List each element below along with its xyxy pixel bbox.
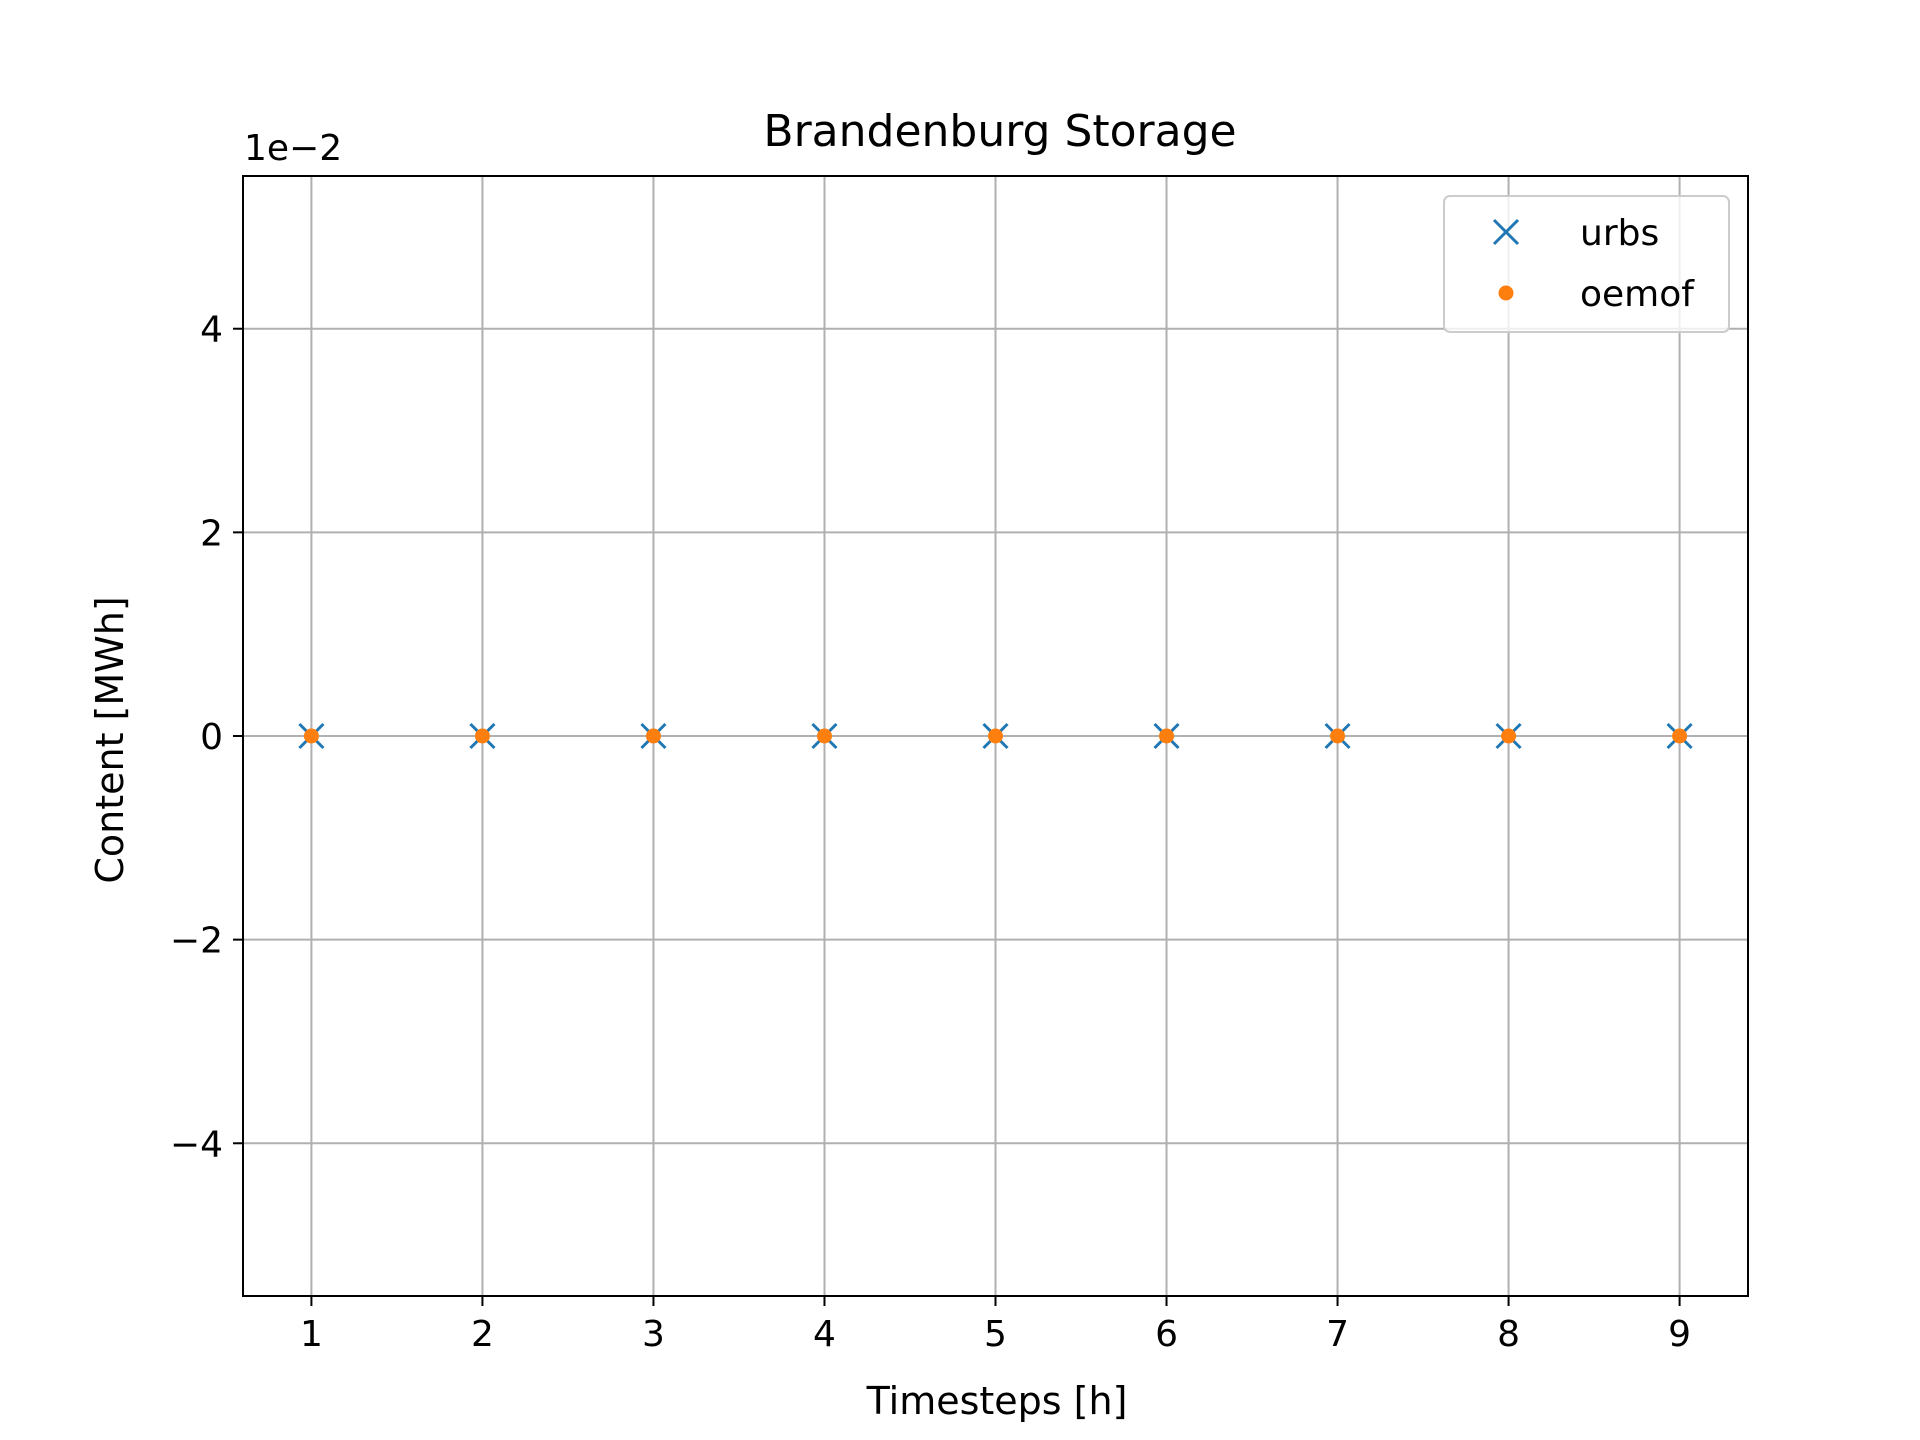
marker-stroke: [1492, 218, 1520, 246]
x-tick-label: 1: [300, 1314, 323, 1355]
legend-label-oemof: oemof: [1580, 274, 1695, 315]
ticks: 1 2 3 4 5 6 7 8 9 −4 −2 0 2 4: [170, 310, 1691, 1355]
x-tick-label: 6: [1155, 1314, 1178, 1355]
x-tick-label: 7: [1326, 1314, 1349, 1355]
point-oemof: [816, 728, 832, 744]
x-tick-label: 5: [984, 1314, 1007, 1355]
x-tick-label: 9: [1668, 1314, 1691, 1355]
x-tick-label: 8: [1497, 1314, 1520, 1355]
legend-marker-oemof: [1498, 285, 1514, 301]
legend-marker-urbs: [1492, 218, 1520, 246]
point-oemof: [1672, 728, 1688, 744]
y-axis-label: Content [MWh]: [88, 596, 132, 883]
x-tick-label: 3: [642, 1314, 665, 1355]
y-tick-label: 2: [200, 513, 223, 554]
point-oemof: [645, 728, 661, 744]
point-oemof: [474, 728, 490, 744]
point-oemof: [1159, 728, 1175, 744]
legend: urbs oemof: [1443, 195, 1730, 333]
point-oemof: [988, 728, 1003, 744]
point-oemof: [303, 728, 319, 744]
x-axis-label: Timesteps [h]: [866, 1379, 1128, 1423]
legend-box: [1443, 195, 1730, 333]
y-tick-label: 0: [200, 717, 223, 758]
y-offset-label: 1e−2: [244, 128, 342, 169]
point-oemof: [1330, 728, 1346, 744]
y-tick-label: 4: [200, 310, 223, 351]
legend-marker-shape: [1498, 285, 1514, 301]
legend-label-urbs: urbs: [1580, 213, 1659, 254]
y-tick-label: −4: [170, 1124, 223, 1165]
chart-title: Brandenburg Storage: [763, 106, 1236, 157]
x-tick-label: 4: [813, 1314, 836, 1355]
data-marks: [298, 722, 1693, 750]
y-tick-label: −2: [170, 921, 223, 962]
point-oemof: [1501, 728, 1517, 744]
x-tick-label: 2: [471, 1314, 494, 1355]
legend-marker-shape: [1492, 218, 1520, 246]
